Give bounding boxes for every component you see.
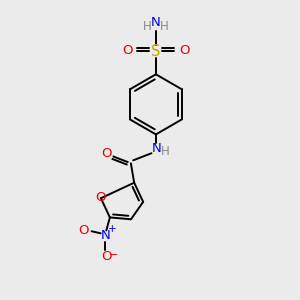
Text: −: − xyxy=(109,250,118,260)
Text: O: O xyxy=(78,224,88,237)
Text: N: N xyxy=(151,16,161,29)
Text: O: O xyxy=(101,250,111,263)
Text: H: H xyxy=(161,145,170,158)
Text: O: O xyxy=(179,44,190,57)
Text: H: H xyxy=(160,20,169,33)
Text: +: + xyxy=(108,224,116,234)
Text: O: O xyxy=(122,44,132,57)
Text: O: O xyxy=(101,147,112,160)
Text: N: N xyxy=(100,229,110,242)
Text: S: S xyxy=(151,44,160,59)
Text: H: H xyxy=(143,20,152,33)
Text: N: N xyxy=(151,142,161,155)
Text: O: O xyxy=(95,190,106,203)
